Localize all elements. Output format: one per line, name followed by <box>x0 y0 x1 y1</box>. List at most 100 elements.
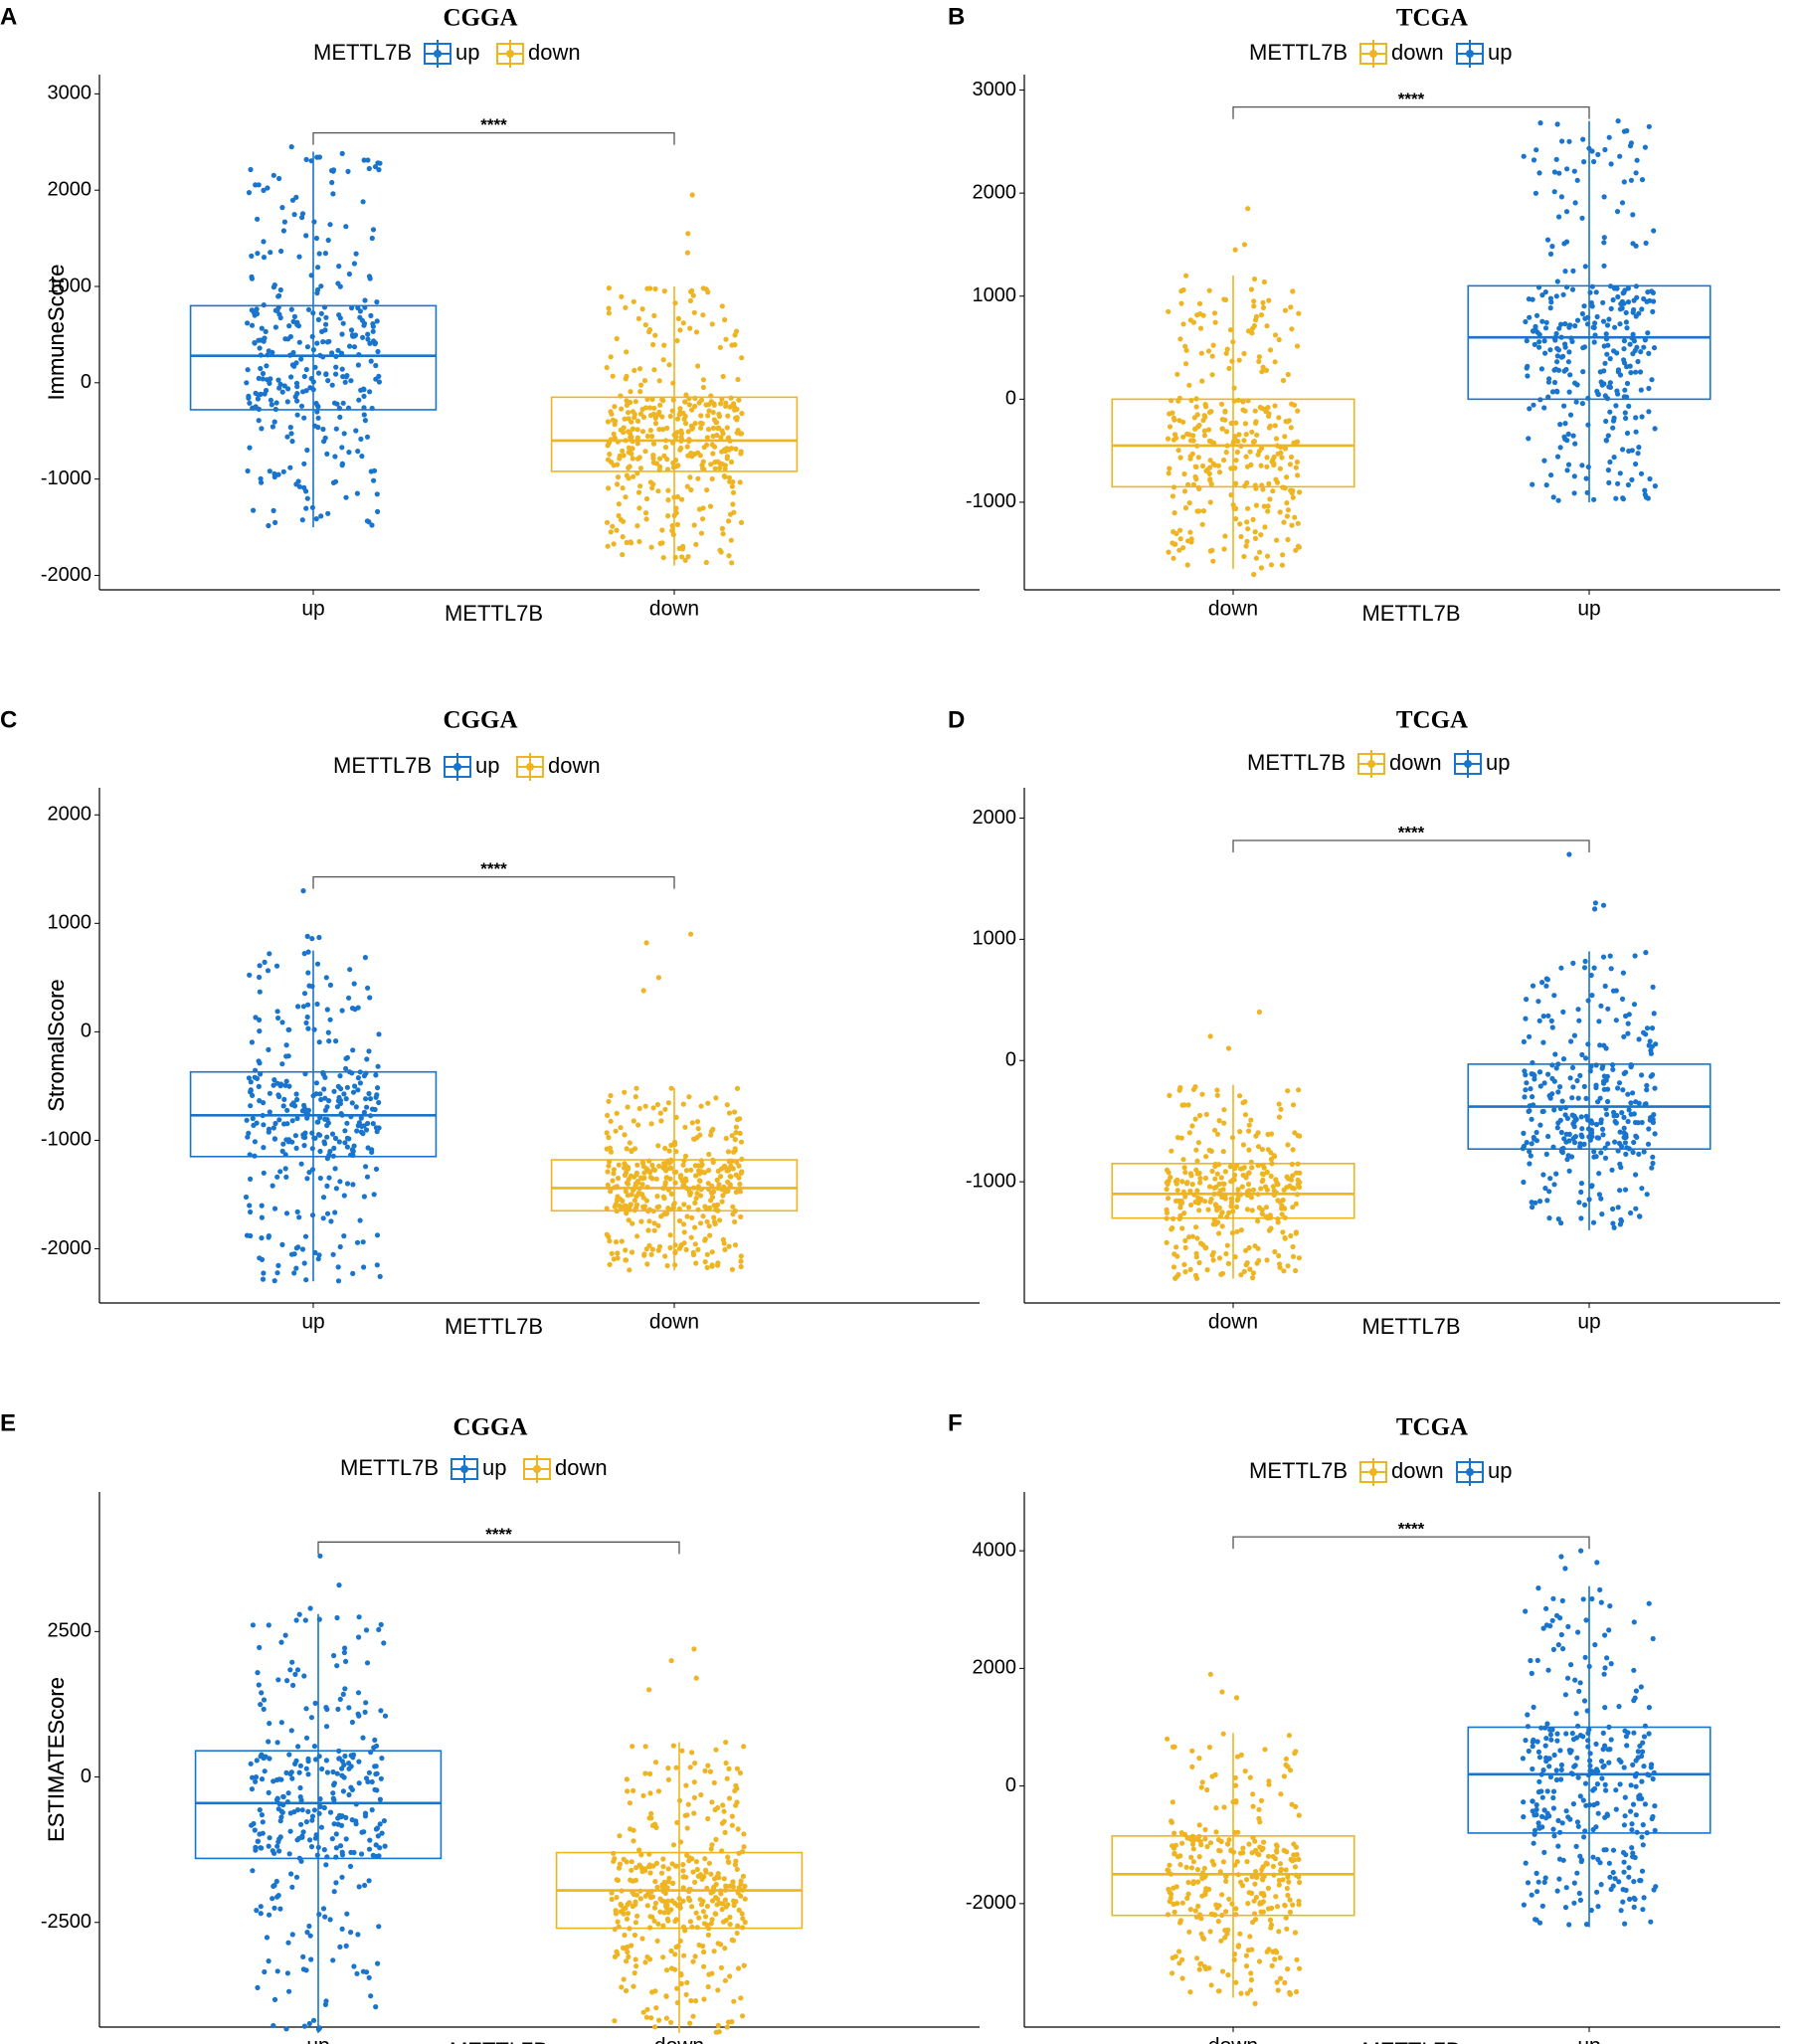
data-point <box>680 1162 686 1168</box>
data-point <box>1260 1171 1267 1178</box>
data-point <box>615 1250 621 1256</box>
data-point <box>1613 988 1619 994</box>
data-point <box>1195 1195 1201 1201</box>
data-point <box>615 1919 621 1925</box>
data-point <box>1196 1112 1203 1119</box>
data-point <box>1535 1585 1541 1591</box>
data-point <box>1277 1264 1283 1270</box>
data-point <box>665 1765 671 1771</box>
data-point <box>267 380 272 386</box>
data-point <box>1165 1912 1172 1918</box>
data-point <box>265 185 271 191</box>
data-point <box>1256 1806 1262 1812</box>
y-tick-label: 1000 <box>48 275 92 296</box>
data-point <box>1177 536 1183 542</box>
data-point <box>704 1264 710 1270</box>
data-point <box>1290 494 1296 500</box>
data-point <box>1216 1255 1223 1261</box>
data-point <box>664 425 670 431</box>
data-point <box>1545 1667 1551 1673</box>
data-point <box>1200 507 1206 514</box>
data-point <box>1179 1179 1185 1185</box>
data-point <box>311 1744 317 1750</box>
data-point <box>1243 1247 1249 1253</box>
data-point <box>1293 1201 1299 1207</box>
data-point <box>261 1697 268 1703</box>
data-point <box>1247 1266 1253 1272</box>
data-point <box>1165 1181 1171 1187</box>
data-point <box>1626 1865 1632 1871</box>
data-point <box>631 1932 638 1939</box>
data-point <box>670 1842 677 1848</box>
legend-label-up: up <box>1488 1458 1512 1483</box>
data-point <box>1276 1114 1283 1120</box>
data-point <box>643 1246 649 1252</box>
data-point <box>632 399 638 405</box>
data-point <box>376 1099 382 1106</box>
data-point <box>656 427 662 433</box>
data-point <box>1171 1885 1176 1891</box>
data-point <box>616 501 623 507</box>
data-point <box>321 1847 327 1853</box>
data-point <box>1581 1141 1587 1147</box>
data-point <box>381 1818 387 1824</box>
data-point <box>650 456 656 462</box>
data-point <box>1297 489 1303 495</box>
data-point <box>712 1220 718 1227</box>
data-point <box>1291 1841 1297 1847</box>
data-point <box>1618 1759 1624 1765</box>
data-point <box>1185 1879 1191 1886</box>
data-point <box>1533 1129 1539 1136</box>
data-point <box>661 453 667 459</box>
data-point <box>709 1799 715 1805</box>
y-tick-label: 3000 <box>48 83 92 104</box>
data-point <box>734 1085 741 1091</box>
data-point <box>1269 1962 1275 1968</box>
data-point <box>271 1996 278 2002</box>
data-point <box>377 1273 383 1279</box>
data-point <box>665 1206 671 1211</box>
data-point <box>1638 387 1644 393</box>
data-point <box>303 366 309 373</box>
data-point <box>1258 565 1264 571</box>
data-point <box>277 1169 283 1175</box>
data-point <box>346 1761 352 1766</box>
data-point <box>285 386 291 392</box>
legend-key-point <box>533 1465 541 1473</box>
data-point <box>1165 1736 1171 1742</box>
data-point <box>1226 1896 1232 1902</box>
data-point <box>692 1163 698 1169</box>
data-point <box>679 554 685 560</box>
data-point <box>1248 1117 1254 1123</box>
data-point <box>1533 190 1538 196</box>
data-point <box>344 1181 351 1187</box>
data-point <box>270 424 275 430</box>
data-point <box>1545 394 1551 400</box>
data-point <box>1579 1134 1585 1140</box>
data-point <box>1546 1215 1552 1221</box>
data-point <box>1532 1136 1537 1142</box>
data-point <box>371 1192 377 1198</box>
data-point <box>282 1166 288 1172</box>
data-point <box>1250 1803 1256 1809</box>
data-point <box>1245 1181 1252 1188</box>
data-point <box>296 1611 302 1617</box>
data-point <box>1241 438 1247 444</box>
data-point <box>1547 251 1554 257</box>
data-point <box>279 389 285 395</box>
data-point <box>1241 553 1247 560</box>
data-point <box>1536 1018 1542 1023</box>
data-point <box>693 1910 699 1916</box>
data-point <box>305 1808 311 1814</box>
data-point <box>1217 1188 1223 1194</box>
data-point <box>1556 170 1562 176</box>
legend: METTL7B down up <box>1249 40 1512 68</box>
data-point <box>303 1735 310 1741</box>
data-point <box>299 1246 306 1252</box>
data-point <box>617 1861 624 1867</box>
data-point <box>359 454 365 460</box>
data-point <box>1635 358 1641 365</box>
data-point <box>642 322 648 328</box>
data-point <box>1287 1767 1294 1773</box>
data-point <box>1598 1759 1605 1765</box>
